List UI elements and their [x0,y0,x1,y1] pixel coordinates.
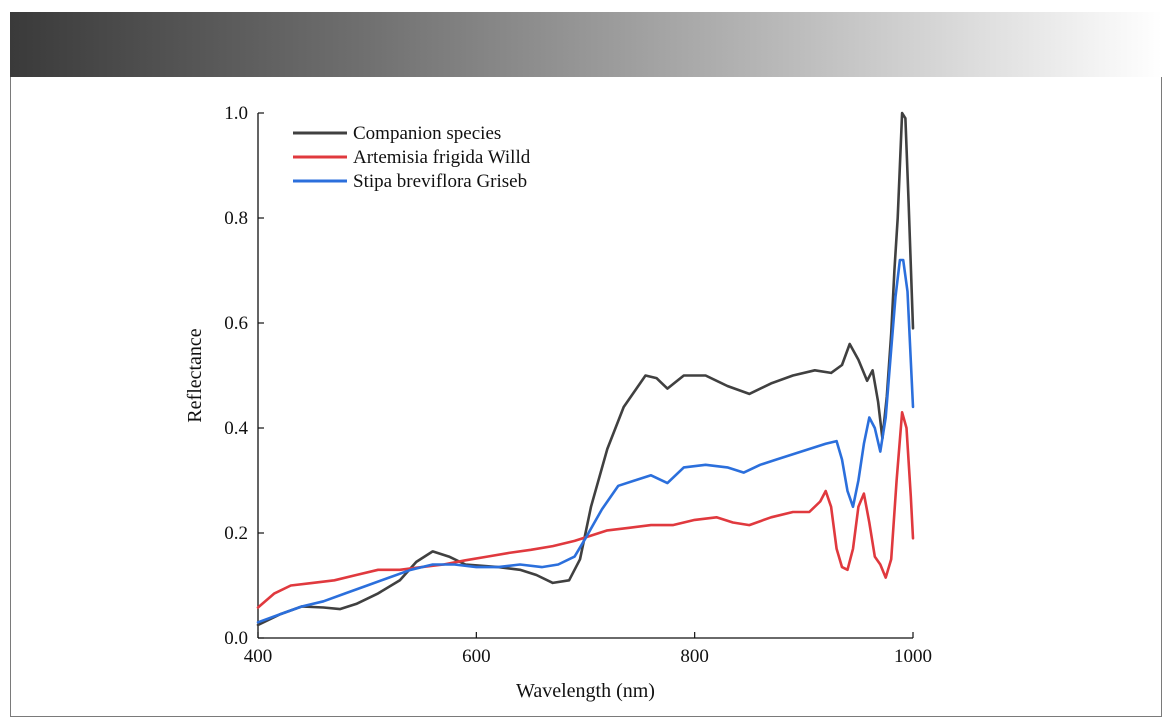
legend-label: Artemisia frigida Willd [353,147,531,168]
series-line [256,258,915,624]
y-tick-label: 1.0 [224,103,248,124]
x-axis-label: Wavelength (nm) [516,680,655,702]
chart-axes [257,113,913,639]
x-tick-label: 800 [680,646,709,667]
x-tick-label: 400 [244,646,273,667]
legend-label: Companion species [353,123,501,144]
series-line [256,411,915,609]
chart-series [256,111,915,627]
legend-label: Stipa breviflora Griseb [353,171,527,192]
chart-ticks: 400 600 800 1000 0.0 0.2 0.4 0.6 0.8 1.0 [224,103,932,667]
chart-legend: Companion species Artemisia frigida Willd… [293,123,531,192]
y-tick-label: 0.2 [224,523,248,544]
header-band [10,12,1162,77]
y-tick-label: 0.4 [224,418,248,439]
y-tick-label: 0.6 [224,313,248,334]
y-tick-label: 0.0 [224,628,248,649]
y-axis-label: Reflectance [184,328,206,422]
x-tick-label: 1000 [894,646,932,667]
y-tick-label: 0.8 [224,208,248,229]
x-tick-label: 600 [462,646,491,667]
figure-frame: 400 600 800 1000 0.0 0.2 0.4 0.6 0.8 1.0 Companio… [10,77,1162,717]
reflectance-chart: 400 600 800 1000 0.0 0.2 0.4 0.6 0.8 1.0 Companio… [184,103,932,702]
